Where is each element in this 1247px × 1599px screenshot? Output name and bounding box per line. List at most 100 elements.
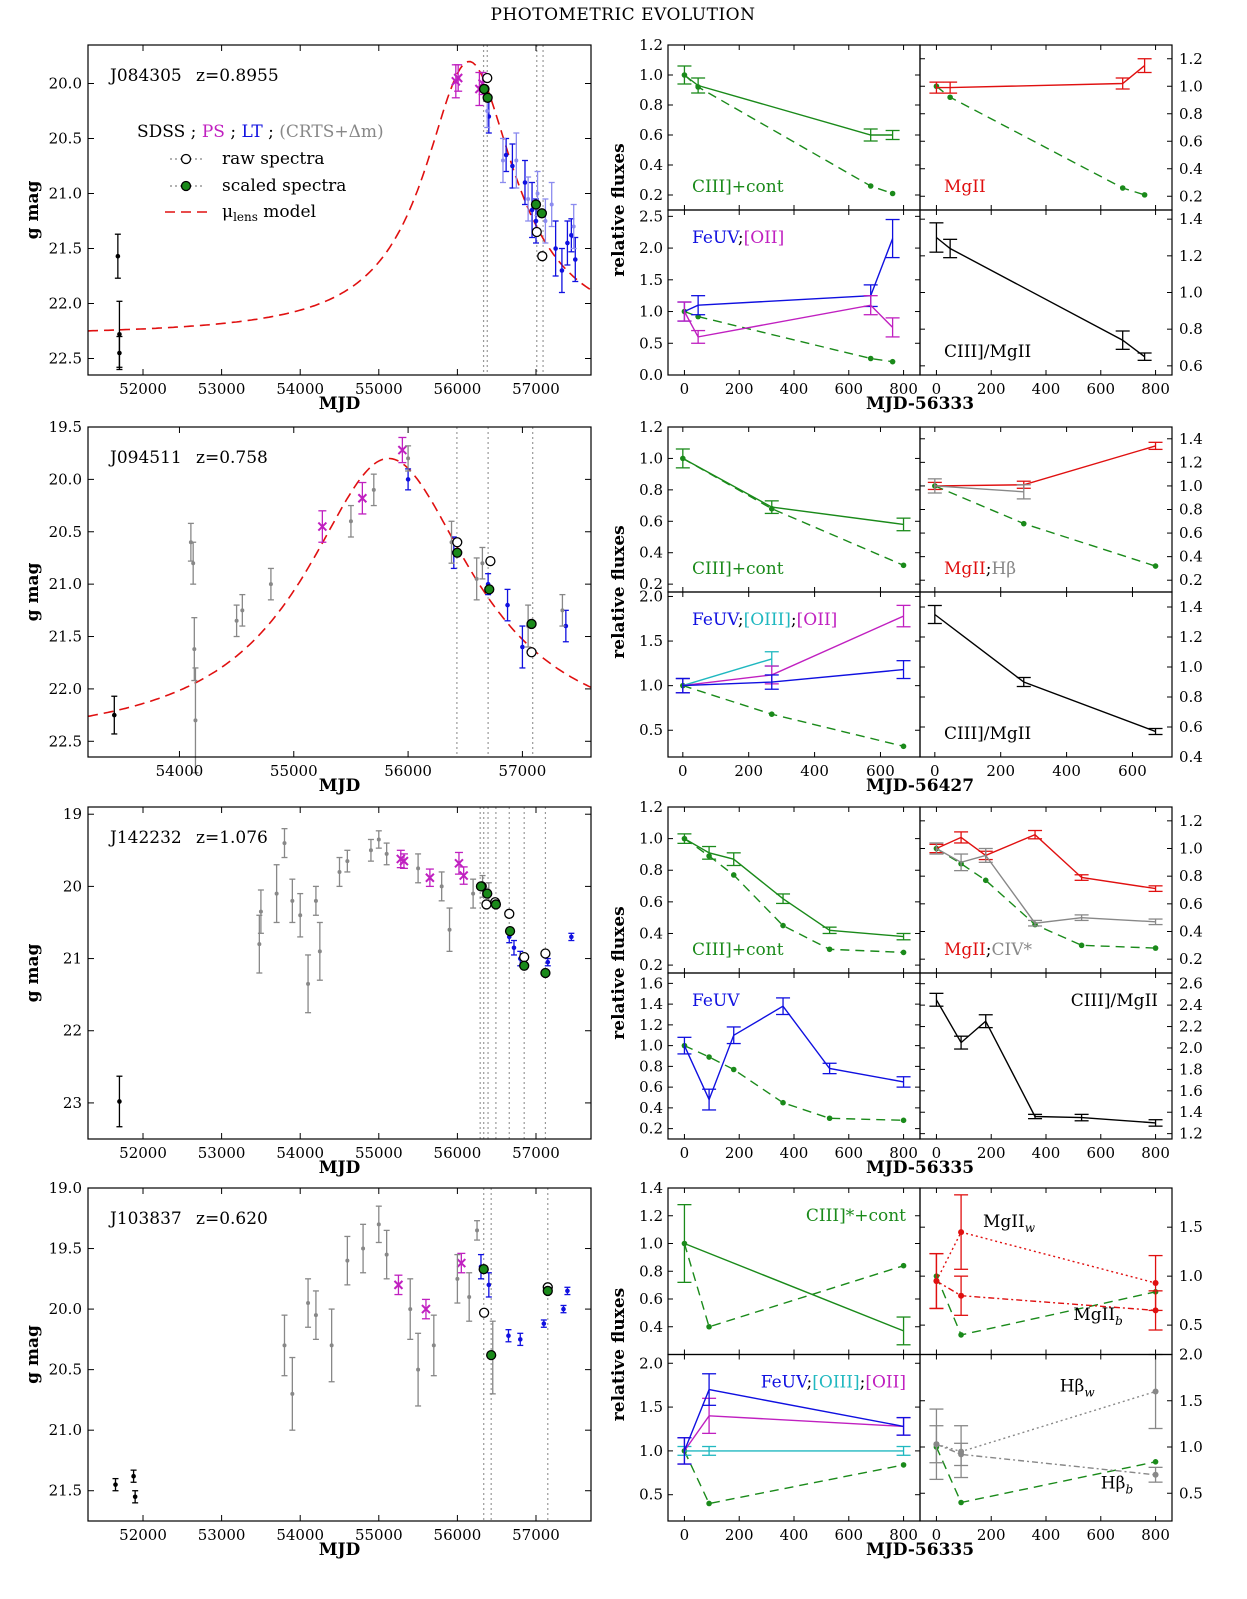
y-tick-label: 0.6	[1179, 718, 1203, 736]
flux-panel-label: MgII;CIV*	[944, 940, 1032, 960]
x-tick-label: 400	[780, 1526, 809, 1544]
flux-series-line	[936, 1280, 1156, 1312]
scaled-spectrum-marker	[530, 199, 542, 210]
continuum-point	[706, 1054, 712, 1060]
x-tick-label: 800	[1141, 380, 1170, 398]
continuum-point	[1152, 1459, 1159, 1465]
point-crts	[535, 191, 540, 196]
y-tick-label: 22	[63, 1022, 82, 1040]
legend-source-entry: PS	[202, 122, 225, 142]
y-tick-label: 1.4	[639, 1179, 663, 1197]
flux-point	[933, 1441, 940, 1448]
flux-panel-label-part: MgII	[944, 559, 986, 579]
light-curve-frame	[87, 426, 592, 758]
x-tick-label: 600	[1118, 762, 1147, 780]
flux-panel-label: CIII]+cont	[692, 940, 784, 960]
continuum-point	[706, 1500, 712, 1507]
flux-x-axis-label: MJD-56333	[866, 394, 974, 414]
x-tick-label: 0	[932, 1144, 942, 1162]
point-crts	[475, 1228, 480, 1233]
legend-scaled-label: scaled spectra	[222, 176, 346, 196]
point-sdss	[117, 332, 122, 337]
y-tick-label: 2.5	[639, 207, 663, 225]
point-lt	[569, 934, 574, 940]
light-curve-J084305: 52000 53000 54000 55000 56000 57000 20.0 20.5 21…	[23, 44, 592, 414]
y-tick-label: 1.5	[1179, 1218, 1203, 1236]
flux-series-annotation: Hβw	[1060, 1377, 1096, 1400]
continuum-dashed-line	[682, 684, 904, 747]
flux-y-axis-label: relative fluxes	[609, 143, 629, 276]
flux-panel-J103837-CIII: 0.4 0.6 0.8 1.0 1.2 1.4 CIII]*+cont	[639, 1179, 921, 1356]
y-tick-label: 0.8	[639, 861, 663, 879]
y-tick-label: 1.4	[639, 995, 663, 1013]
x-tick-label: 600	[866, 762, 895, 780]
flux-panel-label-part: CIV*	[991, 940, 1032, 960]
flux-panel-label: MgII	[944, 177, 986, 197]
y-tick-label: 0.6	[639, 1290, 663, 1308]
y-tick-label: 1.0	[1179, 840, 1203, 858]
flux-series-line	[936, 833, 1156, 890]
y-tick-label: 0.8	[1179, 867, 1203, 885]
quasar-redshift: z=1.076	[196, 828, 268, 848]
point-ps	[454, 858, 464, 869]
flux-y-axis-label: relative fluxes	[609, 1288, 629, 1421]
continuum-point	[900, 743, 907, 750]
y-tick-label: 0.8	[639, 481, 663, 499]
point-crts	[368, 848, 373, 853]
flux-panel-label: CIII]+cont	[692, 559, 784, 579]
mu-lens-model-curve	[87, 60, 592, 332]
continuum-point	[900, 1462, 907, 1468]
y-tick-label: 0.2	[639, 575, 663, 593]
point-lt	[569, 233, 574, 238]
y-tick-label: 1.0	[639, 449, 663, 467]
flux-panel-label-part: CIII]+cont	[692, 559, 784, 579]
flux-panel-label-part: ;	[986, 940, 992, 960]
point-sdss	[115, 253, 121, 259]
legend-model-sub: lens	[233, 210, 258, 224]
point-crts	[361, 1246, 366, 1251]
y-tick-label: 0.2	[1179, 187, 1203, 205]
y-tick-label: 0.4	[639, 1099, 663, 1117]
y-tick-label: 1.2	[1179, 1125, 1203, 1143]
flux-panel-J084305-MgII: 0.2 0.4 0.6 0.8 1.0 1.2 MgII	[919, 44, 1203, 211]
x-tick-label: 57000	[512, 1526, 560, 1544]
y-axis-label: g mag	[23, 181, 43, 240]
point-sdss	[117, 350, 122, 356]
x-tick-label: 55000	[355, 1526, 403, 1544]
point-lt	[506, 1333, 511, 1339]
legend-source-entry: (CRTS+Δm)	[279, 122, 383, 142]
x-tick-label: 53000	[198, 380, 246, 398]
x-axis-label: MJD	[319, 1540, 361, 1560]
y-tick-label: 1.2	[639, 1207, 663, 1225]
y-tick-label: 19.0	[49, 1179, 82, 1197]
continuum-point	[706, 1323, 712, 1330]
point-lt	[505, 602, 510, 608]
y-tick-label: 0.6	[1179, 132, 1203, 150]
y-tick-label: 2.2	[1179, 1018, 1203, 1036]
flux-panel-label: CIII]*+cont	[806, 1206, 906, 1226]
x-tick-label: 400	[1052, 762, 1081, 780]
point-crts	[543, 219, 548, 223]
y-tick-label: 0.5	[1179, 1316, 1203, 1334]
continuum-point	[768, 711, 775, 717]
y-tick-label: 1.8	[1179, 1060, 1203, 1078]
point-crts	[416, 866, 421, 871]
y-tick-label: 1.0	[1179, 1438, 1203, 1456]
x-tick-label: 57000	[512, 380, 560, 398]
point-ps	[393, 1280, 404, 1290]
quasar-name: J094511	[108, 448, 182, 468]
panels: 52000 53000 54000 55000 56000 57000 20.0 20.5 21…	[23, 36, 1203, 1560]
x-tick-label: 56000	[384, 762, 432, 780]
point-lt	[517, 1337, 523, 1342]
legend-source-entry: ;	[263, 122, 280, 142]
y-tick-label: 0.8	[1179, 688, 1203, 706]
flux-panel-label-part: [OII]	[797, 610, 838, 630]
x-tick-label: 0	[680, 1526, 690, 1544]
flux-series-annotation: MgIIw	[983, 1212, 1036, 1235]
point-ps	[453, 73, 463, 83]
x-axis-label: MJD	[319, 1158, 361, 1178]
light-curve-J142232: 52000 53000 54000 55000 56000 57000 19 20 21 22 23…	[23, 805, 592, 1178]
quasar-redshift: z=0.758	[196, 448, 268, 468]
y-tick-label: 21.5	[49, 240, 82, 258]
